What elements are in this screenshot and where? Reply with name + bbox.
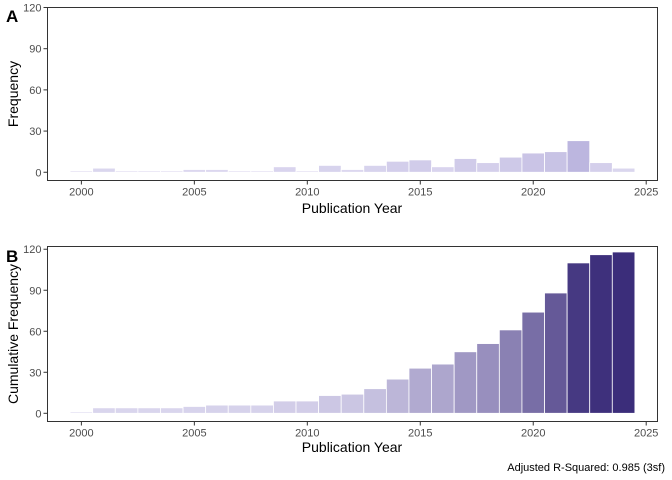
panel-b-bar-2000 xyxy=(70,412,93,413)
panel-a-bar-2021 xyxy=(545,152,568,173)
panel-a-x-tick-label-2015: 2015 xyxy=(408,187,432,199)
panel-b-bar-2007 xyxy=(228,405,251,413)
panel-b-x-tick-label-2010: 2010 xyxy=(295,428,319,440)
panel-b-y-tick-label-60: 60 xyxy=(29,326,41,338)
panel-b-letter: B xyxy=(6,247,18,266)
panel-a-y-tick-label-30: 30 xyxy=(29,126,41,138)
panel-a-bar-2015 xyxy=(409,160,432,172)
panel-b-x-axis-title: Publication Year xyxy=(302,439,403,455)
panel-b-bar-2001 xyxy=(93,408,116,413)
panel-b-bar-2016 xyxy=(432,364,455,413)
panel-a-y-axis-title: Frequency xyxy=(5,61,21,127)
panel-a-bar-2003 xyxy=(138,171,161,172)
panel-b-y-axis-title: Cumulative Frequency xyxy=(5,264,21,404)
panel-a-bar-2010 xyxy=(296,171,319,172)
panel-a: A 0 30 60 90 120 2000 2005 2010 2015 2020 2025 Pu… xyxy=(5,3,658,217)
panel-a-bar-2017 xyxy=(454,159,477,173)
panel-a-bar-2004 xyxy=(160,171,183,172)
panel-a-x-tick-label-2010: 2010 xyxy=(295,187,319,199)
panel-a-bar-2023 xyxy=(590,163,613,173)
panel-b-x-tick-label-2025: 2025 xyxy=(634,428,658,440)
panel-b-x-axis: 2000 2005 2010 2015 2020 2025 xyxy=(69,422,658,440)
panel-a-bar-2011 xyxy=(319,165,342,172)
panel-b-bar-2014 xyxy=(386,379,409,413)
panel-a-x-tick-label-2025: 2025 xyxy=(634,187,658,199)
panel-a-bar-2009 xyxy=(273,167,296,172)
panel-b-bar-2005 xyxy=(183,406,206,413)
panel-a-bar-2016 xyxy=(432,167,455,172)
panel-b-bars xyxy=(70,252,635,413)
panel-b-bar-2023 xyxy=(590,255,613,414)
panel-b-bar-2024 xyxy=(612,252,635,413)
panel-a-x-tick-label-2020: 2020 xyxy=(521,187,545,199)
panel-a-bar-2019 xyxy=(499,157,522,172)
panel-b-bar-2020 xyxy=(522,312,545,413)
panel-a-y-axis: 0 30 60 90 120 xyxy=(23,3,47,180)
panel-a-y-tick-label-60: 60 xyxy=(29,85,41,97)
panel-a-bar-2000 xyxy=(70,171,93,172)
panel-b-bar-2006 xyxy=(206,405,229,413)
panel-a-bar-2005 xyxy=(183,170,206,173)
panel-b-y-axis: 0 30 60 90 120 xyxy=(23,244,47,420)
panel-b-y-tick-label-30: 30 xyxy=(29,367,41,379)
panel-b-y-tick-label-120: 120 xyxy=(23,244,41,256)
panel-a-bar-2002 xyxy=(115,171,138,172)
panel-b-bar-2021 xyxy=(545,293,568,413)
panel-b-bar-2013 xyxy=(364,389,387,414)
panel-b-y-tick-label-90: 90 xyxy=(29,285,41,297)
panel-a-bar-2018 xyxy=(477,163,500,173)
panel-b-x-tick-label-2000: 2000 xyxy=(69,428,93,440)
adjusted-r-squared-caption: Adjusted R-Squared: 0.985 (3sf) xyxy=(507,462,665,474)
panel-a-bar-2022 xyxy=(567,141,590,173)
panel-a-y-tick-label-120: 120 xyxy=(23,3,41,15)
panel-a-y-tick-label-90: 90 xyxy=(29,44,41,56)
panel-b-bar-2017 xyxy=(454,352,477,414)
panel-a-bar-2007 xyxy=(228,171,251,172)
panel-b-bar-2019 xyxy=(499,330,522,413)
panel-a-bar-2013 xyxy=(364,165,387,172)
panel-a-bar-2006 xyxy=(206,170,229,173)
panel-b-bar-2011 xyxy=(319,396,342,414)
panel-b-bar-2009 xyxy=(273,401,296,413)
panel-a-letter: A xyxy=(6,7,18,26)
panel-b-x-tick-label-2015: 2015 xyxy=(408,428,432,440)
panel-b-bar-2010 xyxy=(296,401,319,413)
panel-b-bar-2015 xyxy=(409,368,432,413)
panel-b-y-tick-label-0: 0 xyxy=(35,408,41,420)
panel-a-bar-2008 xyxy=(251,171,274,172)
panel-a-bar-2020 xyxy=(522,153,545,172)
panel-b-bar-2003 xyxy=(138,408,161,413)
panel-a-x-tick-label-2000: 2000 xyxy=(69,187,93,199)
panel-a-y-tick-label-0: 0 xyxy=(35,167,41,179)
panel-a-bar-2014 xyxy=(386,161,409,172)
panel-a-bar-2001 xyxy=(93,168,116,172)
panel-b-x-tick-label-2020: 2020 xyxy=(521,428,545,440)
panel-b-bar-2002 xyxy=(115,408,138,413)
panel-b-bar-2018 xyxy=(477,344,500,414)
panel-b-bar-2022 xyxy=(567,263,590,413)
panel-b-x-tick-label-2005: 2005 xyxy=(182,428,206,440)
panel-a-x-tick-label-2005: 2005 xyxy=(182,187,206,199)
panel-b: B 0 30 60 90 120 2000 2005 2010 2015 2020 2025 Pu… xyxy=(5,244,658,455)
panel-a-x-axis: 2000 2005 2010 2015 2020 2025 xyxy=(69,181,658,199)
panel-b-bar-2004 xyxy=(160,408,183,413)
panel-a-bar-2012 xyxy=(341,170,364,173)
panel-b-bar-2008 xyxy=(251,405,274,413)
panel-a-bars xyxy=(70,141,635,173)
panel-a-bar-2024 xyxy=(612,168,635,172)
panel-a-x-axis-title: Publication Year xyxy=(302,200,403,216)
panel-b-bar-2012 xyxy=(341,394,364,413)
